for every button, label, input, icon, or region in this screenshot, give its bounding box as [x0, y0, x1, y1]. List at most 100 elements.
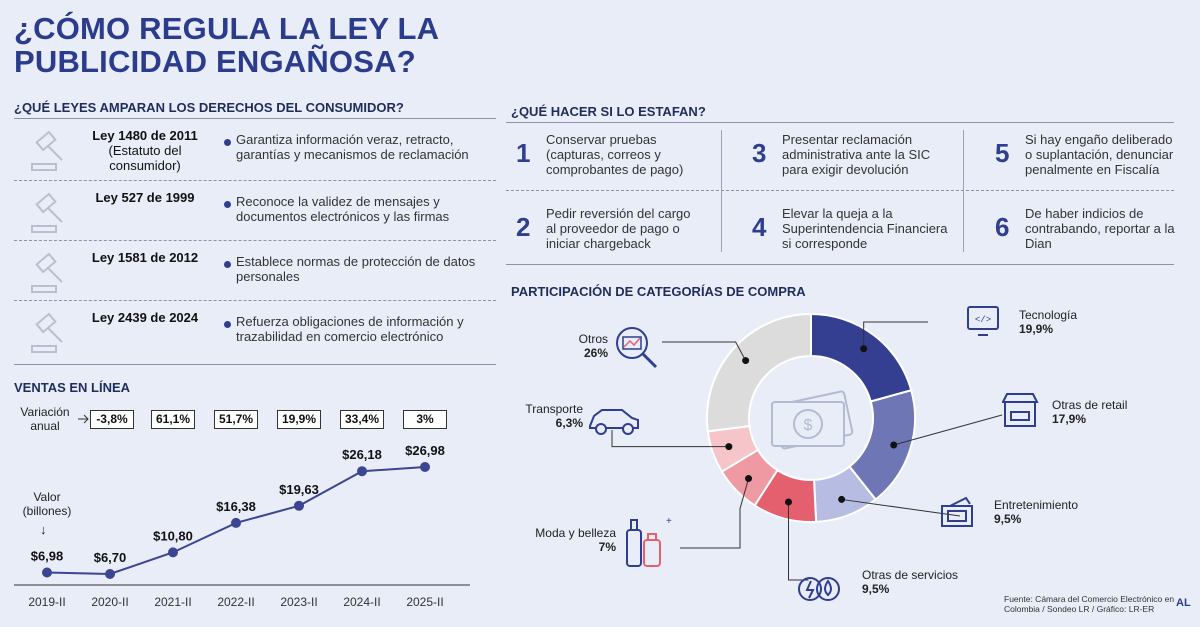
category-label: Otras de servicios 9,5% [862, 568, 958, 596]
x-tick-label: 2025-II [406, 595, 443, 609]
step-text: Conservar pruebas (capturas, correos y c… [546, 132, 684, 177]
utilities-icon [798, 577, 840, 601]
x-tick-label: 2023-II [280, 595, 317, 609]
law-bullet [224, 321, 231, 328]
svg-text:</>: </> [975, 315, 991, 325]
gavel-icon [31, 130, 63, 171]
law-bullet [224, 261, 231, 268]
category-label: Transporte 6,3% [510, 402, 583, 430]
sales-value-label: $6,70 [94, 550, 127, 565]
pie-divider [506, 264, 1174, 265]
variation-box: -3,8% [90, 410, 134, 429]
category-percent: 9,5% [862, 582, 890, 596]
value-label: Valor (billones) [22, 490, 72, 518]
law-row: Ley 1581 de 2012 Establece normas de prot… [14, 246, 496, 304]
gavel-icon [31, 192, 63, 233]
donut-slice [810, 312, 913, 403]
step-number: 6 [995, 212, 1010, 242]
sales-value-label: $6,98 [31, 549, 64, 564]
store-icon [1002, 393, 1039, 427]
leader-line [680, 478, 750, 549]
svg-text:$: $ [804, 417, 813, 434]
gavel-icon [31, 252, 63, 293]
cosmetics-icon: + [626, 516, 672, 567]
leader-line [611, 430, 729, 448]
x-tick-label: 2022-II [217, 595, 254, 609]
law-bullet [224, 139, 231, 146]
category-percent: 6,3% [555, 416, 583, 430]
x-tick-label: 2021-II [154, 595, 191, 609]
svg-text:+: + [666, 516, 672, 527]
law-description: Refuerza obligaciones de información y t… [236, 314, 464, 344]
x-tick-label: 2020-II [91, 595, 128, 609]
leader-dot [860, 345, 868, 353]
leader-dot [725, 443, 733, 451]
sales-point [105, 569, 115, 579]
law-name: Ley 1480 de 2011 (Estatuto del consumidor… [92, 128, 198, 173]
search-chart-icon [616, 327, 658, 369]
sales-point [294, 500, 304, 511]
variation-box: 19,9% [277, 410, 321, 429]
gavel-icon [31, 312, 63, 353]
x-tick-label: 2024-II [343, 595, 380, 609]
pie-heading: PARTICIPACIÓN DE CATEGORÍAS DE COMPRA [511, 284, 806, 299]
category-label: Entretenimiento 9,5% [994, 498, 1078, 526]
category-label: Moda y belleza 7% [520, 526, 616, 554]
source-note: Fuente: Cámara del Comercio Electrónico … [1004, 594, 1175, 614]
steps-heading: ¿QUÉ HACER SI LO ESTAFAN? [511, 104, 706, 119]
step-text: De haber indicios de contrabando, report… [1025, 206, 1175, 251]
category-label: Tecnología 19,9% [1019, 308, 1077, 336]
law-row: Ley 1480 de 2011 (Estatuto del consumidor… [14, 124, 496, 182]
step-text: Elevar la queja a la Superintendencia Fi… [782, 206, 948, 251]
step-text: Presentar reclamación administrativa ant… [782, 132, 931, 177]
step-number: 3 [752, 138, 767, 168]
sales-point [357, 466, 367, 477]
sales-point [168, 547, 178, 558]
step-text: Pedir reversión del cargo al proveedor d… [546, 206, 691, 251]
variation-box: 61,1% [151, 410, 195, 429]
variation-arrow-icon [78, 414, 89, 424]
leader-dot [785, 498, 793, 506]
law-divider [14, 180, 496, 181]
sales-value-label: $16,38 [216, 499, 256, 514]
leader-line [863, 321, 928, 349]
law-divider [14, 300, 496, 301]
variation-box: 51,7% [214, 410, 258, 429]
steps-mid-divider [506, 190, 1174, 191]
steps-col-sep-1 [721, 130, 722, 252]
sales-value-label: $10,80 [153, 528, 193, 543]
category-name: Otras de retail [1052, 398, 1128, 412]
law-name: Ley 1581 de 2012 [91, 250, 199, 265]
law-name: Ley 2439 de 2024 [91, 310, 199, 325]
leader-dot [742, 357, 750, 365]
sales-heading: VENTAS EN LÍNEA [14, 380, 131, 395]
laws-heading: ¿QUÉ LEYES AMPARAN LOS DERECHOS DEL CONS… [14, 100, 404, 115]
law-row: Ley 527 de 1999 Reconoce la validez de me… [14, 186, 496, 244]
law-description: Reconoce la validez de mensajes y docume… [236, 194, 450, 224]
steps-col-sep-2 [963, 130, 964, 252]
step-number: 4 [752, 212, 767, 242]
steps-divider [506, 122, 1174, 123]
category-label: Otros 26% [560, 332, 608, 360]
step-number: 2 [516, 212, 531, 242]
car-icon [589, 409, 639, 435]
law-row: Ley 2439 de 2024 Refuerza obligaciones de… [14, 306, 496, 364]
brand-logo: AL [1176, 597, 1191, 609]
category-percent: 17,9% [1052, 412, 1087, 426]
category-name: Otros [578, 332, 608, 346]
law-bullet [224, 201, 231, 208]
step-text: Si hay engaño deliberado o suplantación,… [1025, 132, 1174, 177]
sales-point [42, 567, 52, 578]
category-percent: 7% [598, 540, 616, 554]
law-description: Garantiza información veraz, retracto, g… [236, 132, 469, 162]
category-name: Entretenimiento [994, 498, 1079, 512]
leader-line [662, 341, 747, 361]
leader-line [788, 502, 809, 581]
sales-value-label: $19,63 [279, 482, 319, 497]
leader-dot [745, 475, 753, 483]
monitor-icon: </> [967, 306, 999, 336]
category-name: Tecnología [1019, 308, 1078, 322]
sales-line-chart: $6,98 2019-II $6,70 2020-II $10,80 2021-II $16… [14, 443, 470, 609]
category-percent: 9,5% [994, 512, 1022, 526]
step-number: 5 [995, 138, 1010, 168]
